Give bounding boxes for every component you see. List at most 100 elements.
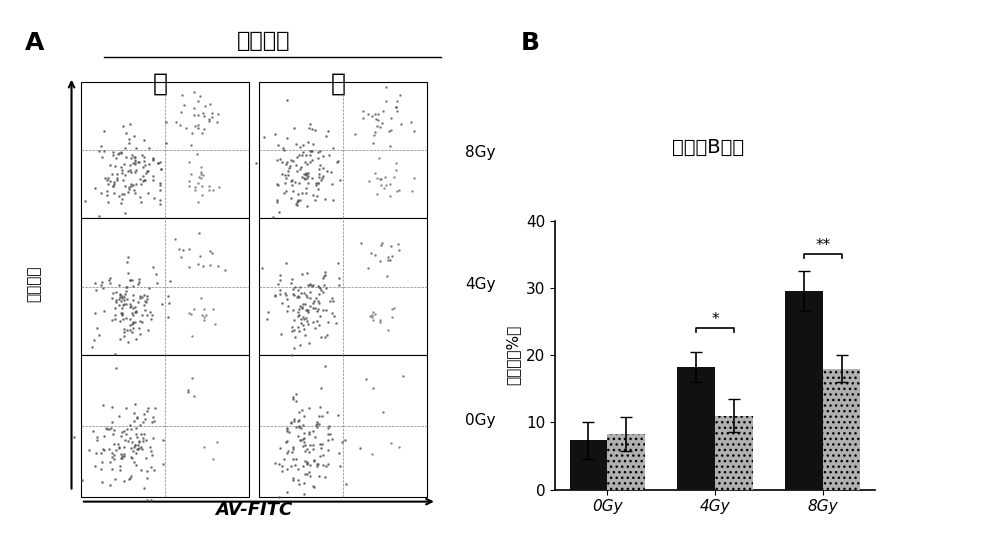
Point	[358, 374, 374, 383]
Point	[301, 338, 317, 347]
Point	[284, 327, 300, 336]
Point	[180, 386, 196, 394]
Point	[145, 262, 161, 271]
Text: 8Gy: 8Gy	[465, 145, 495, 160]
Point	[285, 444, 301, 453]
Point	[281, 164, 297, 172]
Point	[315, 461, 331, 469]
Point	[294, 173, 310, 181]
Point	[313, 175, 329, 184]
Point	[311, 420, 327, 429]
Point	[195, 109, 211, 117]
Point	[364, 450, 380, 459]
Point	[309, 418, 325, 427]
Point	[104, 418, 120, 427]
Point	[372, 123, 388, 132]
Point	[374, 119, 390, 128]
Point	[130, 158, 146, 166]
Point	[196, 313, 212, 321]
Point	[367, 310, 383, 318]
Point	[278, 187, 294, 195]
Point	[352, 444, 368, 452]
Point	[106, 451, 122, 459]
Point	[303, 147, 319, 155]
Point	[158, 117, 174, 126]
Point	[296, 433, 312, 442]
Point	[318, 284, 334, 292]
Point	[126, 408, 142, 417]
Point	[288, 160, 304, 169]
Point	[305, 281, 321, 289]
Point	[125, 323, 141, 332]
Point	[111, 294, 127, 303]
Point	[88, 449, 104, 457]
Point	[193, 170, 209, 179]
Point	[116, 300, 132, 308]
Point	[103, 423, 119, 432]
Point	[94, 478, 110, 486]
Point	[125, 304, 141, 313]
Point	[300, 138, 316, 146]
Point	[380, 256, 396, 265]
Point	[137, 176, 153, 185]
Point	[254, 263, 270, 272]
Point	[300, 308, 316, 317]
Point	[267, 291, 283, 299]
Point	[265, 213, 281, 222]
Point	[211, 182, 227, 191]
Point	[302, 301, 318, 310]
Point	[279, 134, 295, 143]
Point	[114, 427, 130, 436]
Point	[116, 477, 132, 486]
Point	[315, 274, 331, 282]
Point	[122, 420, 138, 429]
Point	[274, 169, 290, 178]
Point	[383, 241, 399, 250]
Point	[184, 374, 200, 383]
Point	[285, 393, 301, 401]
Point	[366, 131, 382, 139]
Point	[181, 308, 197, 317]
Point	[290, 292, 306, 301]
Point	[89, 435, 105, 444]
Point	[286, 315, 302, 324]
Point	[136, 136, 152, 144]
Point	[136, 410, 152, 419]
Point	[364, 313, 380, 322]
Point	[137, 296, 153, 305]
Point	[285, 285, 301, 294]
Point	[297, 158, 313, 166]
Point	[295, 313, 311, 321]
Point	[184, 332, 200, 341]
Point	[284, 175, 300, 184]
Point	[279, 295, 295, 303]
Point	[125, 318, 141, 327]
Point	[334, 437, 350, 446]
Point	[204, 112, 220, 121]
Point	[122, 275, 138, 284]
Point	[286, 291, 302, 299]
Point	[136, 175, 152, 184]
Point	[311, 471, 327, 480]
Point	[97, 173, 113, 182]
Point	[324, 294, 340, 303]
Point	[289, 201, 305, 209]
Bar	[259, 218, 427, 355]
Point	[283, 194, 299, 203]
Point	[128, 430, 144, 438]
Point	[113, 453, 129, 462]
Point	[114, 294, 130, 302]
Point	[140, 188, 156, 197]
Point	[291, 480, 307, 489]
Point	[152, 186, 168, 195]
Point	[118, 430, 134, 438]
Point	[304, 147, 320, 155]
Point	[375, 107, 391, 115]
Point	[131, 438, 147, 447]
Point	[297, 441, 313, 450]
Point	[126, 416, 142, 425]
Point	[107, 475, 123, 484]
Point	[367, 128, 383, 136]
Point	[325, 143, 341, 152]
Point	[205, 454, 221, 463]
